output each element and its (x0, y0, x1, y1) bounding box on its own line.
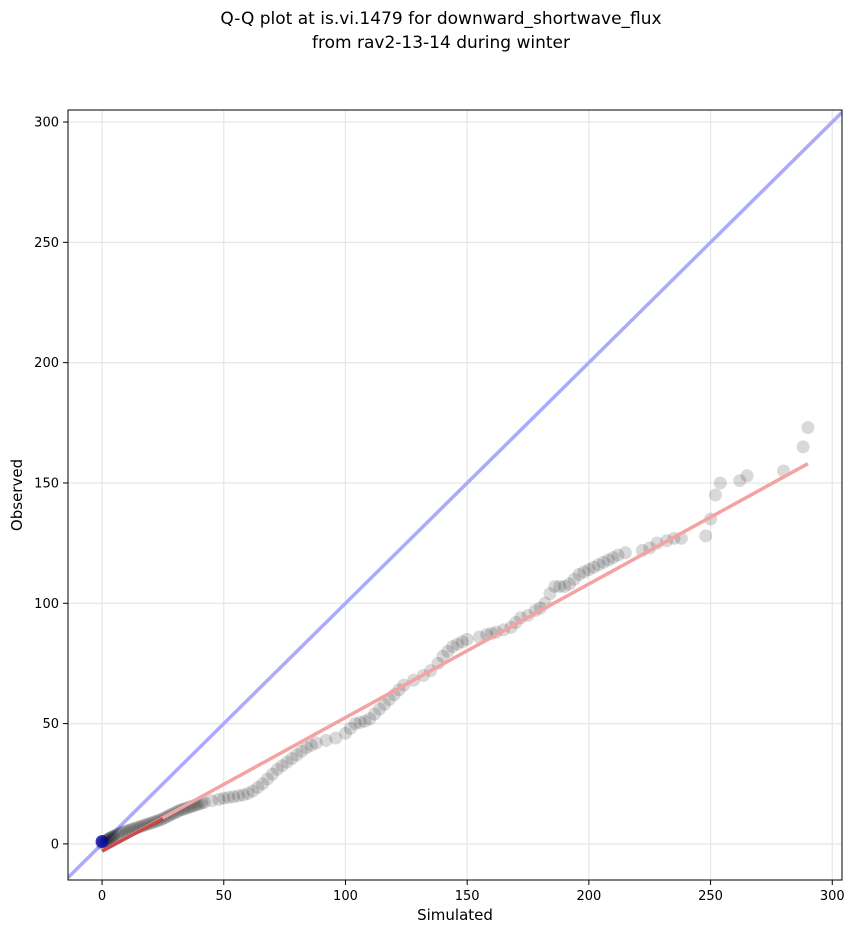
data-point (446, 640, 460, 654)
data-point (343, 721, 357, 735)
data-point (246, 784, 260, 798)
data-point (801, 421, 815, 435)
data-point (582, 563, 596, 577)
data-point (441, 644, 455, 658)
data-point (699, 529, 713, 543)
x-tick-label: 150 (455, 889, 480, 904)
data-point (241, 786, 255, 800)
data-point (713, 476, 727, 490)
data-point (611, 548, 625, 562)
data-point (548, 579, 562, 593)
data-point (112, 827, 126, 841)
data-point (115, 826, 129, 840)
data-point (338, 726, 352, 740)
data-point (436, 649, 450, 663)
data-point (285, 751, 299, 765)
x-axis-ticks: 0 50 100 150 200 250 300 (98, 880, 845, 904)
data-point (587, 560, 601, 574)
plot-frame (67, 109, 843, 881)
data-point (596, 555, 610, 569)
x-tick-label: 0 (98, 889, 106, 904)
data-point (290, 748, 304, 762)
data-point (348, 717, 362, 731)
data-point (377, 697, 391, 711)
data-point (110, 828, 124, 842)
chart-subtitle: from rav2-13-14 during winter (312, 33, 570, 53)
x-tick-label: 200 (576, 889, 601, 904)
plot-area (68, 111, 842, 879)
data-point (300, 741, 314, 755)
x-axis-label: Simulated (417, 906, 493, 924)
data-point (577, 565, 591, 579)
data-point (117, 825, 131, 839)
x-tick-label: 50 (216, 889, 233, 904)
data-point (106, 830, 120, 844)
data-point (319, 733, 333, 747)
data-point (197, 795, 211, 809)
data-point (373, 702, 387, 716)
data-point (261, 772, 275, 786)
data-point (606, 551, 620, 565)
y-tick-label: 250 (34, 236, 59, 251)
data-point (231, 789, 245, 803)
chart-title: Q-Q plot at is.vi.1479 for downward_shor… (220, 9, 661, 29)
data-point (601, 553, 615, 567)
data-point (472, 630, 486, 644)
data-point (295, 744, 309, 758)
data-point (460, 632, 474, 646)
y-tick-label: 100 (34, 597, 59, 612)
data-point (304, 738, 318, 752)
data-point (796, 440, 810, 454)
fit-line-overlap-segment (101, 817, 164, 853)
data-point (236, 788, 250, 802)
data-point (270, 762, 284, 776)
data-point (543, 587, 557, 601)
data-point (708, 488, 722, 502)
data-point (212, 792, 226, 806)
data-point (455, 635, 469, 649)
data-point (558, 579, 572, 593)
data-point (256, 777, 270, 791)
data-point (265, 767, 279, 781)
data-point (740, 469, 754, 483)
data-point (217, 791, 231, 805)
data-point (572, 567, 586, 581)
data-point (450, 637, 464, 651)
data-point (358, 714, 372, 728)
data-point (107, 829, 121, 843)
y-tick-label: 150 (34, 476, 59, 491)
x-tick-label: 250 (698, 889, 723, 904)
data-point (562, 577, 576, 591)
data-point (567, 572, 581, 586)
data-point (368, 707, 382, 721)
data-point (309, 736, 323, 750)
data-point (353, 715, 367, 729)
data-point (363, 712, 377, 726)
data-point (618, 546, 632, 560)
x-tick-label: 100 (333, 889, 358, 904)
y-axis-ticks: 0 50 100 150 200 250 300 (34, 116, 68, 852)
y-axis-label: Observed (8, 459, 26, 531)
origin-point (95, 835, 109, 848)
data-point (205, 794, 219, 808)
identity-reference-line (68, 111, 842, 879)
data-point (275, 759, 289, 773)
data-point (592, 558, 606, 572)
x-tick-label: 300 (820, 889, 845, 904)
y-tick-label: 200 (34, 356, 59, 371)
data-point (105, 830, 119, 844)
data-point (280, 755, 294, 769)
y-tick-label: 50 (42, 717, 59, 732)
points-layer (95, 421, 815, 851)
data-point (329, 731, 343, 745)
data-point (251, 780, 265, 794)
y-tick-label: 300 (34, 116, 59, 131)
data-point (227, 790, 241, 804)
data-point (553, 579, 567, 593)
data-point (733, 474, 747, 488)
fit-line (101, 462, 809, 853)
data-point (222, 790, 236, 804)
y-tick-label: 0 (51, 837, 59, 852)
